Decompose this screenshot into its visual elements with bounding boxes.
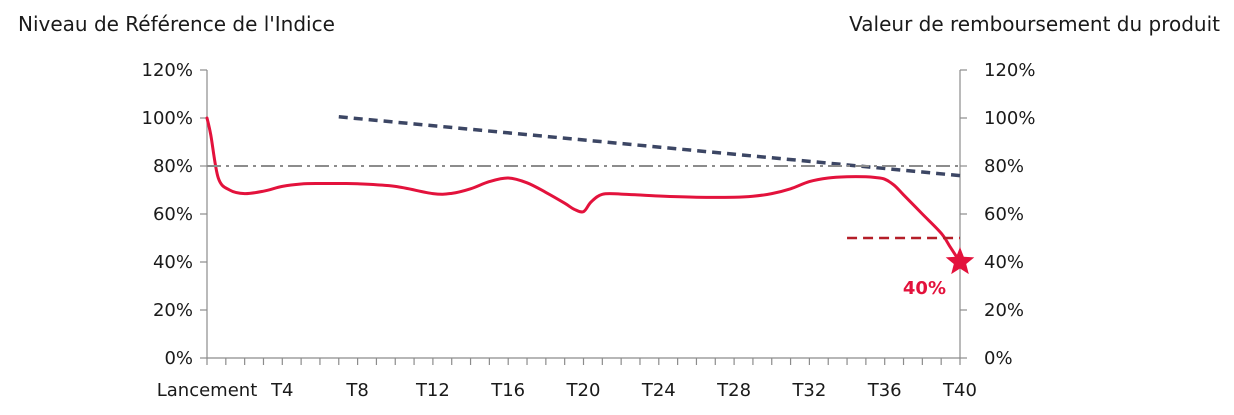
left-y-tick-label: 120%	[142, 60, 193, 81]
x-tick-label: T36	[867, 380, 902, 401]
x-tick-label: T20	[566, 380, 601, 401]
final-value-label: 40%	[903, 278, 946, 299]
labels-layer: 0% 0% 20% 20% 40% 40% 60% 60% 80% 80% 100% 100% 120%…	[142, 60, 1036, 401]
right-axis-title: Valeur de remboursement du produit	[849, 12, 1220, 36]
x-tick-label: T8	[345, 380, 368, 401]
left-y-tick-label: 20%	[153, 300, 193, 321]
index-level-line	[205, 116, 962, 264]
x-tick-label: T24	[641, 380, 676, 401]
left-y-tick-label: 40%	[153, 252, 193, 273]
left-y-tick-label: 60%	[153, 204, 193, 225]
left-y-tick-label: 0%	[164, 348, 193, 369]
right-y-tick-label: 80%	[984, 156, 1024, 177]
right-y-tick-label: 0%	[984, 348, 1013, 369]
star-marker	[945, 247, 975, 275]
right-y-tick-label: 120%	[984, 60, 1035, 81]
x-tick-label: Lancement	[157, 380, 258, 401]
right-y-tick-label: 60%	[984, 204, 1024, 225]
x-tick-label: T4	[270, 380, 293, 401]
right-y-tick-label: 100%	[984, 108, 1035, 129]
x-tick-label: T32	[791, 380, 826, 401]
axes	[200, 69, 967, 365]
x-tick-label: T40	[942, 380, 977, 401]
right-y-tick-label: 20%	[984, 300, 1024, 321]
x-tick-label: T16	[490, 380, 525, 401]
left-y-tick-label: 80%	[153, 156, 193, 177]
x-tick-label: T28	[716, 380, 751, 401]
right-y-tick-label: 40%	[984, 252, 1024, 273]
left-y-tick-label: 100%	[142, 108, 193, 129]
left-axis-title: Niveau de Référence de l'Indice	[18, 12, 335, 36]
series-layer	[205, 115, 975, 275]
x-tick-label: T12	[415, 380, 450, 401]
